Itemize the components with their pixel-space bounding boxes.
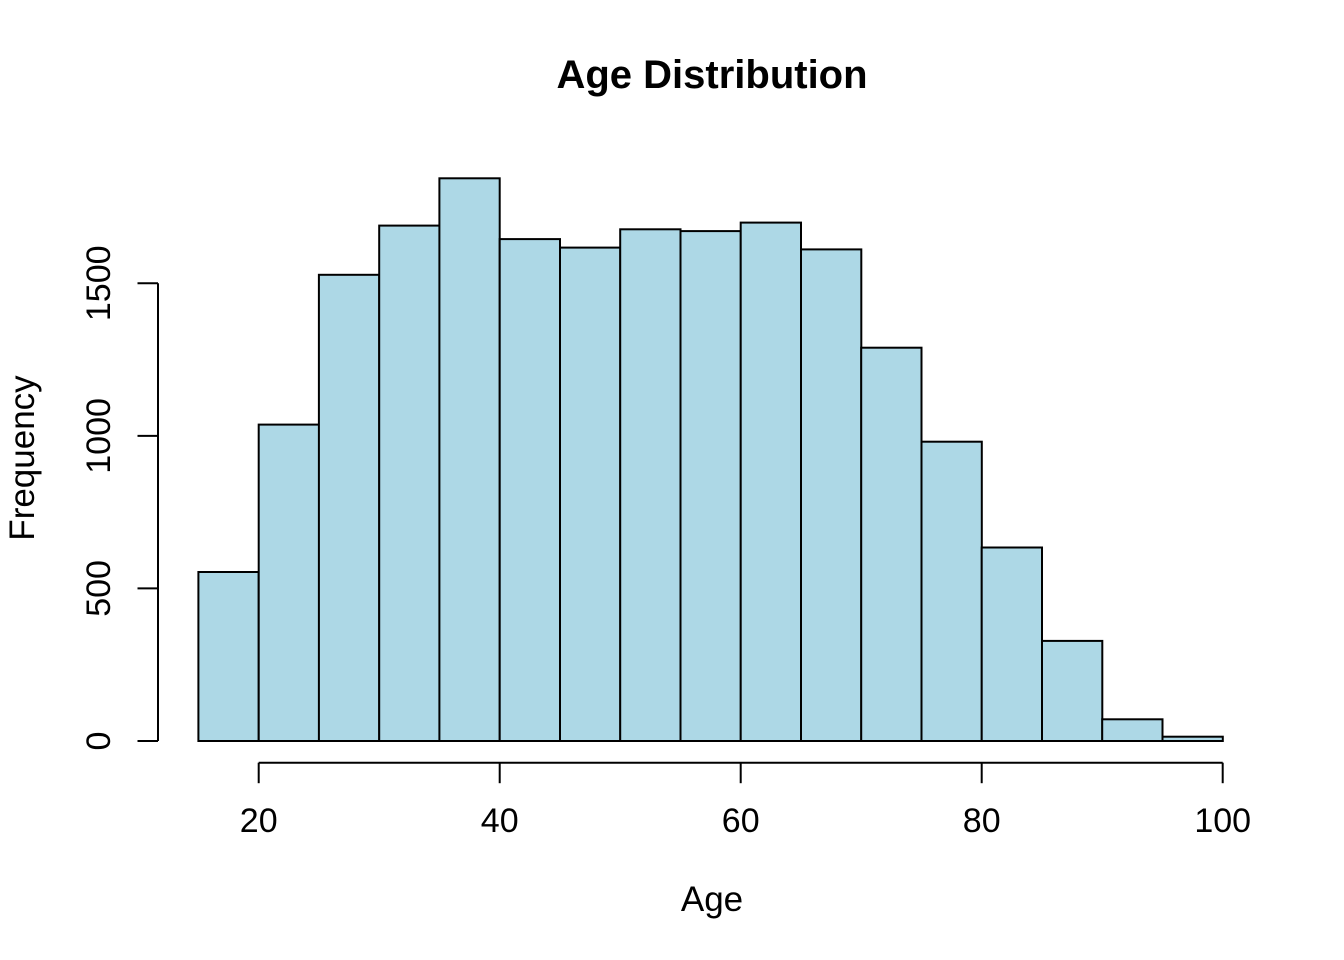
x-axis-label: Age xyxy=(681,880,743,919)
histogram-bar xyxy=(197,571,260,742)
histogram-bar xyxy=(559,246,622,742)
x-axis-tick-label: 60 xyxy=(722,802,760,840)
axes-group: 0 500 1000 1500 20 40 60 80 100 xyxy=(80,245,1251,840)
x-axis-tick-label: 40 xyxy=(481,802,519,840)
histogram-bar xyxy=(739,221,803,743)
histogram-bar xyxy=(498,238,562,742)
histogram-bar xyxy=(619,228,682,743)
x-axis-tick-label: 20 xyxy=(240,802,278,840)
histogram-bar xyxy=(860,346,923,742)
histogram-bar xyxy=(980,546,1044,742)
histogram-bar xyxy=(1101,718,1164,742)
y-axis-label: Frequency xyxy=(3,375,42,541)
histogram-bar xyxy=(257,423,321,742)
y-axis-tick-label: 1500 xyxy=(80,245,118,321)
histogram-bar xyxy=(679,230,742,742)
histogram-bar xyxy=(1041,639,1104,743)
histogram-bars-group xyxy=(197,177,1224,743)
chart-title: Age Distribution xyxy=(556,53,867,97)
histogram-bar xyxy=(1161,735,1224,743)
x-axis-tick-label: 80 xyxy=(963,802,1001,840)
histogram-bar xyxy=(317,273,381,742)
histogram-bar xyxy=(920,440,983,742)
histogram-bar xyxy=(800,248,863,742)
histogram-bar xyxy=(378,224,441,743)
y-axis-tick-label: 1000 xyxy=(80,398,118,474)
y-axis-tick-label: 500 xyxy=(80,560,118,617)
y-axis-tick-label: 0 xyxy=(80,732,118,751)
histogram-bar xyxy=(438,177,501,743)
x-axis-tick-label: 100 xyxy=(1194,802,1251,840)
